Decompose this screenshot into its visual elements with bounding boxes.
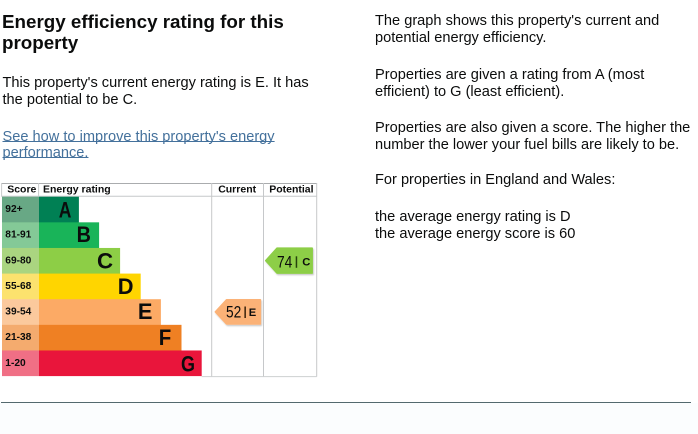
svg-text:81-91: 81-91 — [5, 230, 31, 241]
svg-text:1-20: 1-20 — [5, 358, 26, 369]
svg-text:C: C — [302, 257, 310, 269]
svg-text:21-38: 21-38 — [5, 332, 31, 343]
svg-text:B: B — [77, 223, 91, 247]
svg-text:E: E — [249, 307, 257, 319]
svg-text:E: E — [138, 299, 153, 324]
svg-text:D: D — [118, 274, 134, 299]
svg-text:74: 74 — [277, 253, 292, 271]
svg-text:C: C — [97, 249, 113, 274]
svg-text:Score: Score — [7, 183, 36, 195]
svg-text:A: A — [59, 198, 72, 223]
svg-text:Current: Current — [218, 183, 256, 195]
svg-text:Energy rating: Energy rating — [43, 183, 111, 195]
svg-text:39-54: 39-54 — [5, 307, 31, 318]
svg-text:92+: 92+ — [5, 204, 22, 215]
svg-text:69-80: 69-80 — [5, 255, 31, 266]
svg-text:F: F — [159, 325, 172, 350]
svg-text:Potential: Potential — [269, 183, 313, 195]
svg-text:52: 52 — [226, 303, 241, 321]
svg-text:55-68: 55-68 — [5, 281, 31, 292]
svg-text:G: G — [181, 353, 195, 377]
